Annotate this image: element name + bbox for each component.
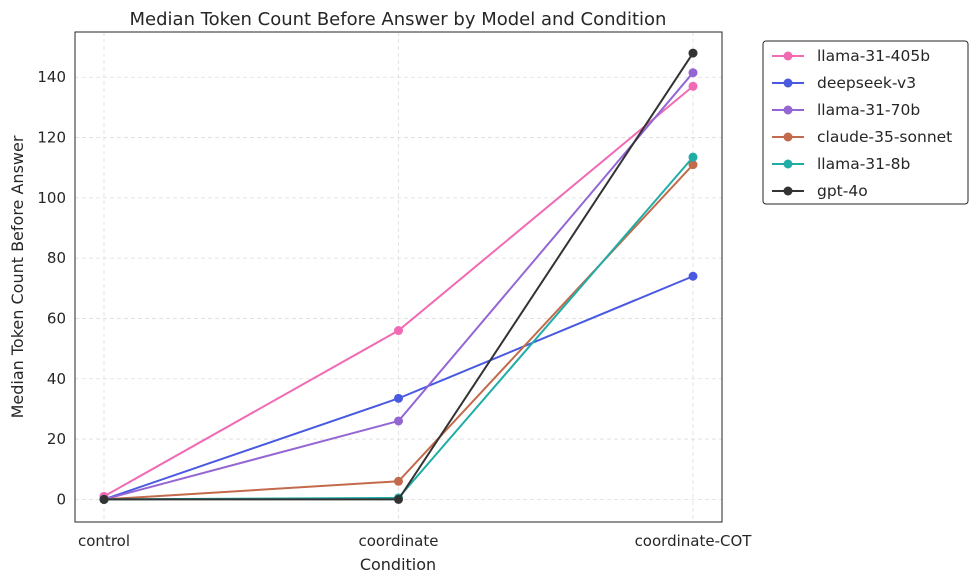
legend-label: llama-31-70b: [817, 101, 920, 119]
y-axis: 0 20 40 60 80 100 120 140: [37, 68, 66, 508]
legend-label: llama-31-8b: [817, 155, 910, 173]
legend-entry: claude-35-sonnet: [772, 128, 952, 146]
legend-marker: [783, 132, 793, 142]
series-line: [103, 275, 694, 501]
data-point: [394, 326, 403, 336]
y-tick-label: 140: [37, 68, 66, 86]
y-tick-label: 0: [56, 490, 66, 508]
legend-marker: [783, 105, 793, 115]
legend-label: gpt-4o: [817, 182, 868, 200]
data-point: [99, 494, 109, 504]
legend-entry: llama-31-70b: [772, 101, 920, 119]
legend-marker: [783, 186, 793, 196]
y-tick-label: 40: [47, 370, 66, 388]
series-deepseek-v3: [99, 271, 698, 504]
y-tick-label: 60: [47, 309, 66, 327]
data-point: [394, 393, 403, 403]
legend: llama-31-405b deepseek-v3 llama-31-70b clau…: [762, 40, 969, 205]
legend-label: llama-31-405b: [817, 47, 930, 65]
legend-entry: llama-31-405b: [772, 47, 930, 65]
data-point: [688, 48, 698, 58]
legend-label: claude-35-sonnet: [817, 128, 952, 146]
legend-label: deepseek-v3: [817, 74, 916, 92]
legend-marker: [783, 159, 793, 169]
data-point: [688, 81, 698, 91]
y-tick-label: 120: [37, 129, 66, 147]
x-axis: control coordinate coordinate-COT: [78, 532, 752, 550]
legend-entry: deepseek-v3: [772, 74, 916, 92]
x-tick-label: coordinate: [358, 532, 438, 550]
data-point: [688, 152, 698, 162]
x-tick-label: control: [78, 532, 130, 550]
data-point: [688, 68, 698, 78]
data-point: [394, 416, 403, 426]
legend-entry: llama-31-8b: [772, 155, 910, 173]
legend-marker: [783, 51, 793, 61]
series-gpt-4o: [99, 48, 698, 504]
legend-frame: [762, 40, 969, 205]
grid-lines: [75, 32, 722, 522]
y-tick-label: 80: [47, 249, 66, 267]
legend-entry: gpt-4o: [772, 182, 868, 200]
data-point: [688, 160, 698, 170]
y-axis-label: Median Token Count Before Answer: [8, 135, 27, 418]
y-tick-label: 20: [47, 430, 66, 448]
y-tick-label: 100: [37, 189, 66, 207]
data-point: [688, 271, 698, 281]
legend-marker: [783, 78, 793, 88]
x-tick-label: coordinate-COT: [635, 532, 753, 550]
chart-title: Median Token Count Before Answer by Mode…: [130, 9, 667, 30]
series-layer: [99, 48, 698, 504]
data-point: [394, 494, 403, 504]
plot-area-frame: [74, 31, 723, 523]
data-point: [394, 476, 403, 486]
x-axis-label: Condition: [360, 555, 436, 574]
